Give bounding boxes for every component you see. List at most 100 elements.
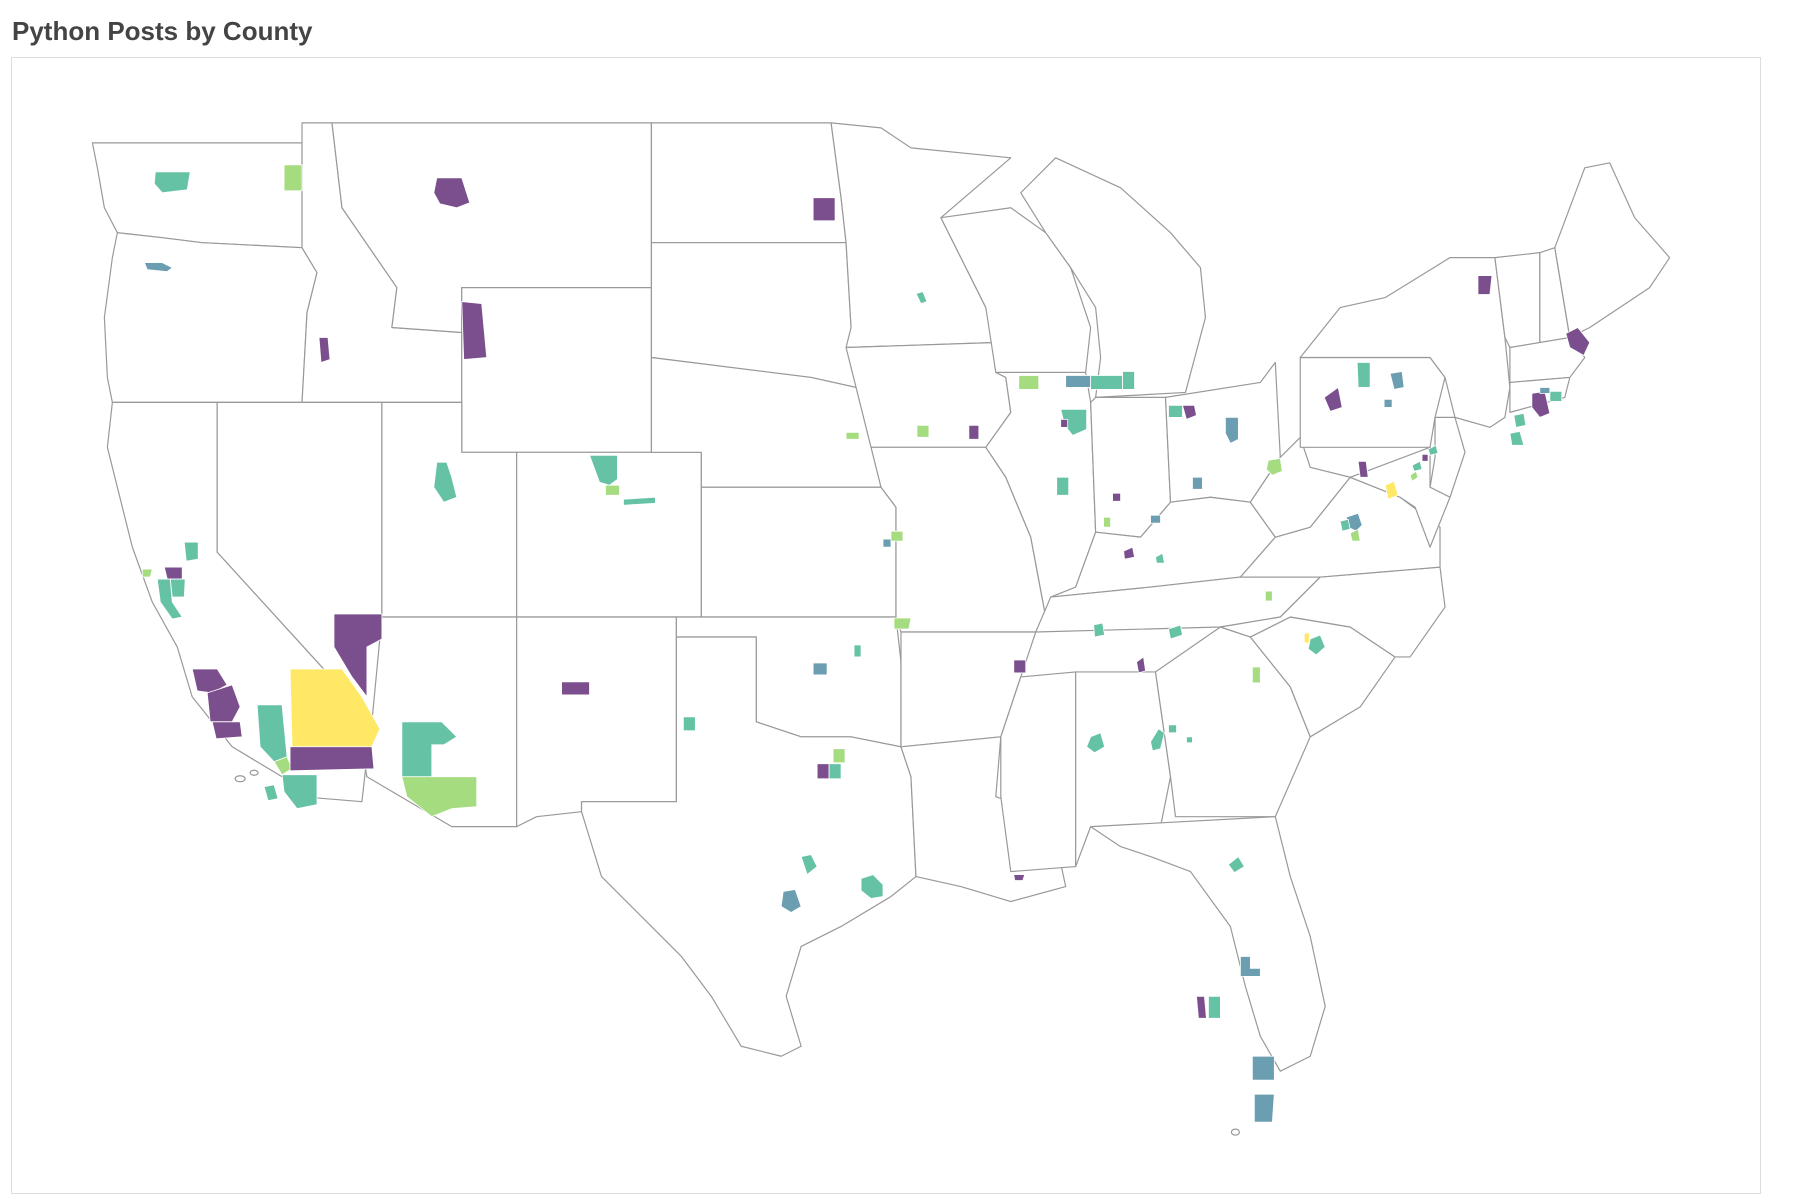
county-riverside-ca	[289, 746, 375, 772]
county-onondaga-ny	[1389, 370, 1405, 390]
county-orange-fl	[1239, 956, 1261, 977]
county-clinton-ny	[1477, 275, 1493, 295]
county-jackson-mo	[890, 530, 904, 542]
county-hennepin-mn	[915, 291, 928, 305]
county-clark-nv	[333, 613, 383, 699]
county-wayne-mi	[1181, 404, 1197, 420]
county-tulsa-ok	[853, 644, 862, 658]
county-jefferson-al	[1086, 732, 1106, 754]
county-kent-mi	[1090, 375, 1123, 390]
county-douglas-ne	[845, 431, 860, 440]
county-harris-tx	[860, 874, 884, 899]
chart-title: Python Posts by County	[12, 16, 313, 46]
county-allegheny-pa	[1265, 457, 1283, 476]
county-tarrant-tx	[816, 763, 830, 780]
county-ingham-mi	[1122, 371, 1135, 390]
county-pima-az	[401, 776, 478, 818]
county-bexar-tx	[780, 889, 802, 913]
county-washtenaw-mi	[1168, 404, 1183, 418]
county-fulton-ga	[1150, 728, 1165, 752]
state-maine	[1554, 162, 1671, 339]
county-davidson-tn	[1093, 622, 1106, 638]
county-dallas-tx	[828, 763, 842, 780]
county-oklahoma-ok	[812, 662, 828, 676]
county-monroe-in	[1103, 516, 1112, 528]
county-york-pa	[1384, 480, 1399, 500]
state-north-dakota	[650, 122, 847, 244]
county-hillsborough-fl	[1196, 995, 1207, 1019]
county-mercer-nj	[1409, 470, 1419, 482]
county-shelby-tn	[1013, 659, 1027, 674]
state-texas	[580, 636, 917, 1057]
island-outlines	[234, 769, 1240, 1136]
county-duval-fl	[1227, 855, 1245, 874]
county-centre-pa	[1357, 460, 1369, 478]
county-fayette-ky	[1155, 552, 1165, 564]
county-lake-il	[1060, 418, 1069, 428]
island-channel-1	[234, 775, 246, 783]
county-clarke-ga	[1186, 736, 1193, 744]
county-hudson-nj	[1427, 444, 1439, 456]
county-cass-nd	[812, 197, 836, 222]
county-spokane-wa	[283, 164, 303, 192]
county-hamilton-oh	[1150, 514, 1161, 524]
state-layer	[91, 122, 1671, 1072]
county-new-haven-ct	[1509, 430, 1525, 446]
county-durham-nc	[1303, 632, 1310, 644]
state-kansas	[700, 486, 897, 618]
county-los-angeles-ca	[281, 774, 318, 810]
county-travis-tx	[800, 854, 818, 876]
county-worcester-ma	[1539, 387, 1551, 394]
state-west-virginia	[1249, 436, 1351, 538]
county-palm-beach-fl	[1251, 1055, 1275, 1081]
county-larimer-co	[588, 454, 618, 486]
county-milwaukee-wi	[1065, 375, 1092, 388]
county-san-luis-obispo-ca	[206, 684, 241, 723]
county-johnson-ia	[968, 424, 980, 440]
island-florida-keys	[1230, 1128, 1240, 1136]
us-county-map	[91, 122, 1671, 1136]
county-sacramento-ca	[183, 541, 199, 562]
county-potter-tx	[682, 716, 696, 732]
island-channel-2	[249, 769, 259, 776]
county-benton-ar	[893, 617, 912, 630]
county-dane-wi	[1018, 375, 1040, 390]
county-santa-barbara-ca	[211, 721, 243, 740]
county-ada-id	[318, 337, 331, 364]
county-denver-co	[605, 484, 620, 496]
county-franklin-oh	[1192, 476, 1203, 490]
county-santa-clara-ca	[156, 578, 183, 620]
county-multnomah-or	[143, 262, 173, 273]
county-pinellas-fl	[1208, 995, 1221, 1019]
county-wake-nc	[1307, 634, 1326, 656]
county-salt-lake-ut	[433, 461, 458, 503]
state-oregon	[103, 232, 318, 403]
county-mecklenburg-nc	[1251, 666, 1261, 684]
county-knox-tn	[1168, 624, 1183, 640]
county-lucas-oh	[1225, 416, 1239, 444]
county-marion-in	[1112, 492, 1121, 502]
county-erie-ny	[1323, 386, 1343, 412]
county-gwinnett-ga	[1168, 724, 1177, 734]
state-new-mexico	[516, 616, 677, 828]
county-layer	[141, 164, 1591, 1123]
county-jefferson-ky	[1123, 546, 1136, 560]
county-sf-bay-ca	[163, 566, 183, 580]
state-north-carolina	[1219, 566, 1446, 658]
county-king-wa	[153, 171, 191, 194]
county-fairfax-va	[1339, 518, 1351, 532]
state-mississippi	[1000, 671, 1077, 873]
state-new-jersey	[1429, 416, 1466, 498]
county-hampshire-ma	[1513, 412, 1527, 428]
county-orleans-la	[1013, 874, 1026, 881]
county-suffolk-ma	[1549, 391, 1563, 402]
state-illinois	[985, 371, 1097, 618]
county-johnson-ks	[882, 538, 892, 548]
county-natrona-wy	[461, 301, 488, 360]
county-alameda-ca	[169, 578, 186, 598]
county-broward-fl	[1253, 1093, 1275, 1123]
state-wisconsin	[940, 207, 1092, 374]
state-wyoming	[461, 286, 653, 453]
county-gallatin-mt	[433, 177, 471, 209]
county-bucks-pa	[1421, 453, 1429, 462]
